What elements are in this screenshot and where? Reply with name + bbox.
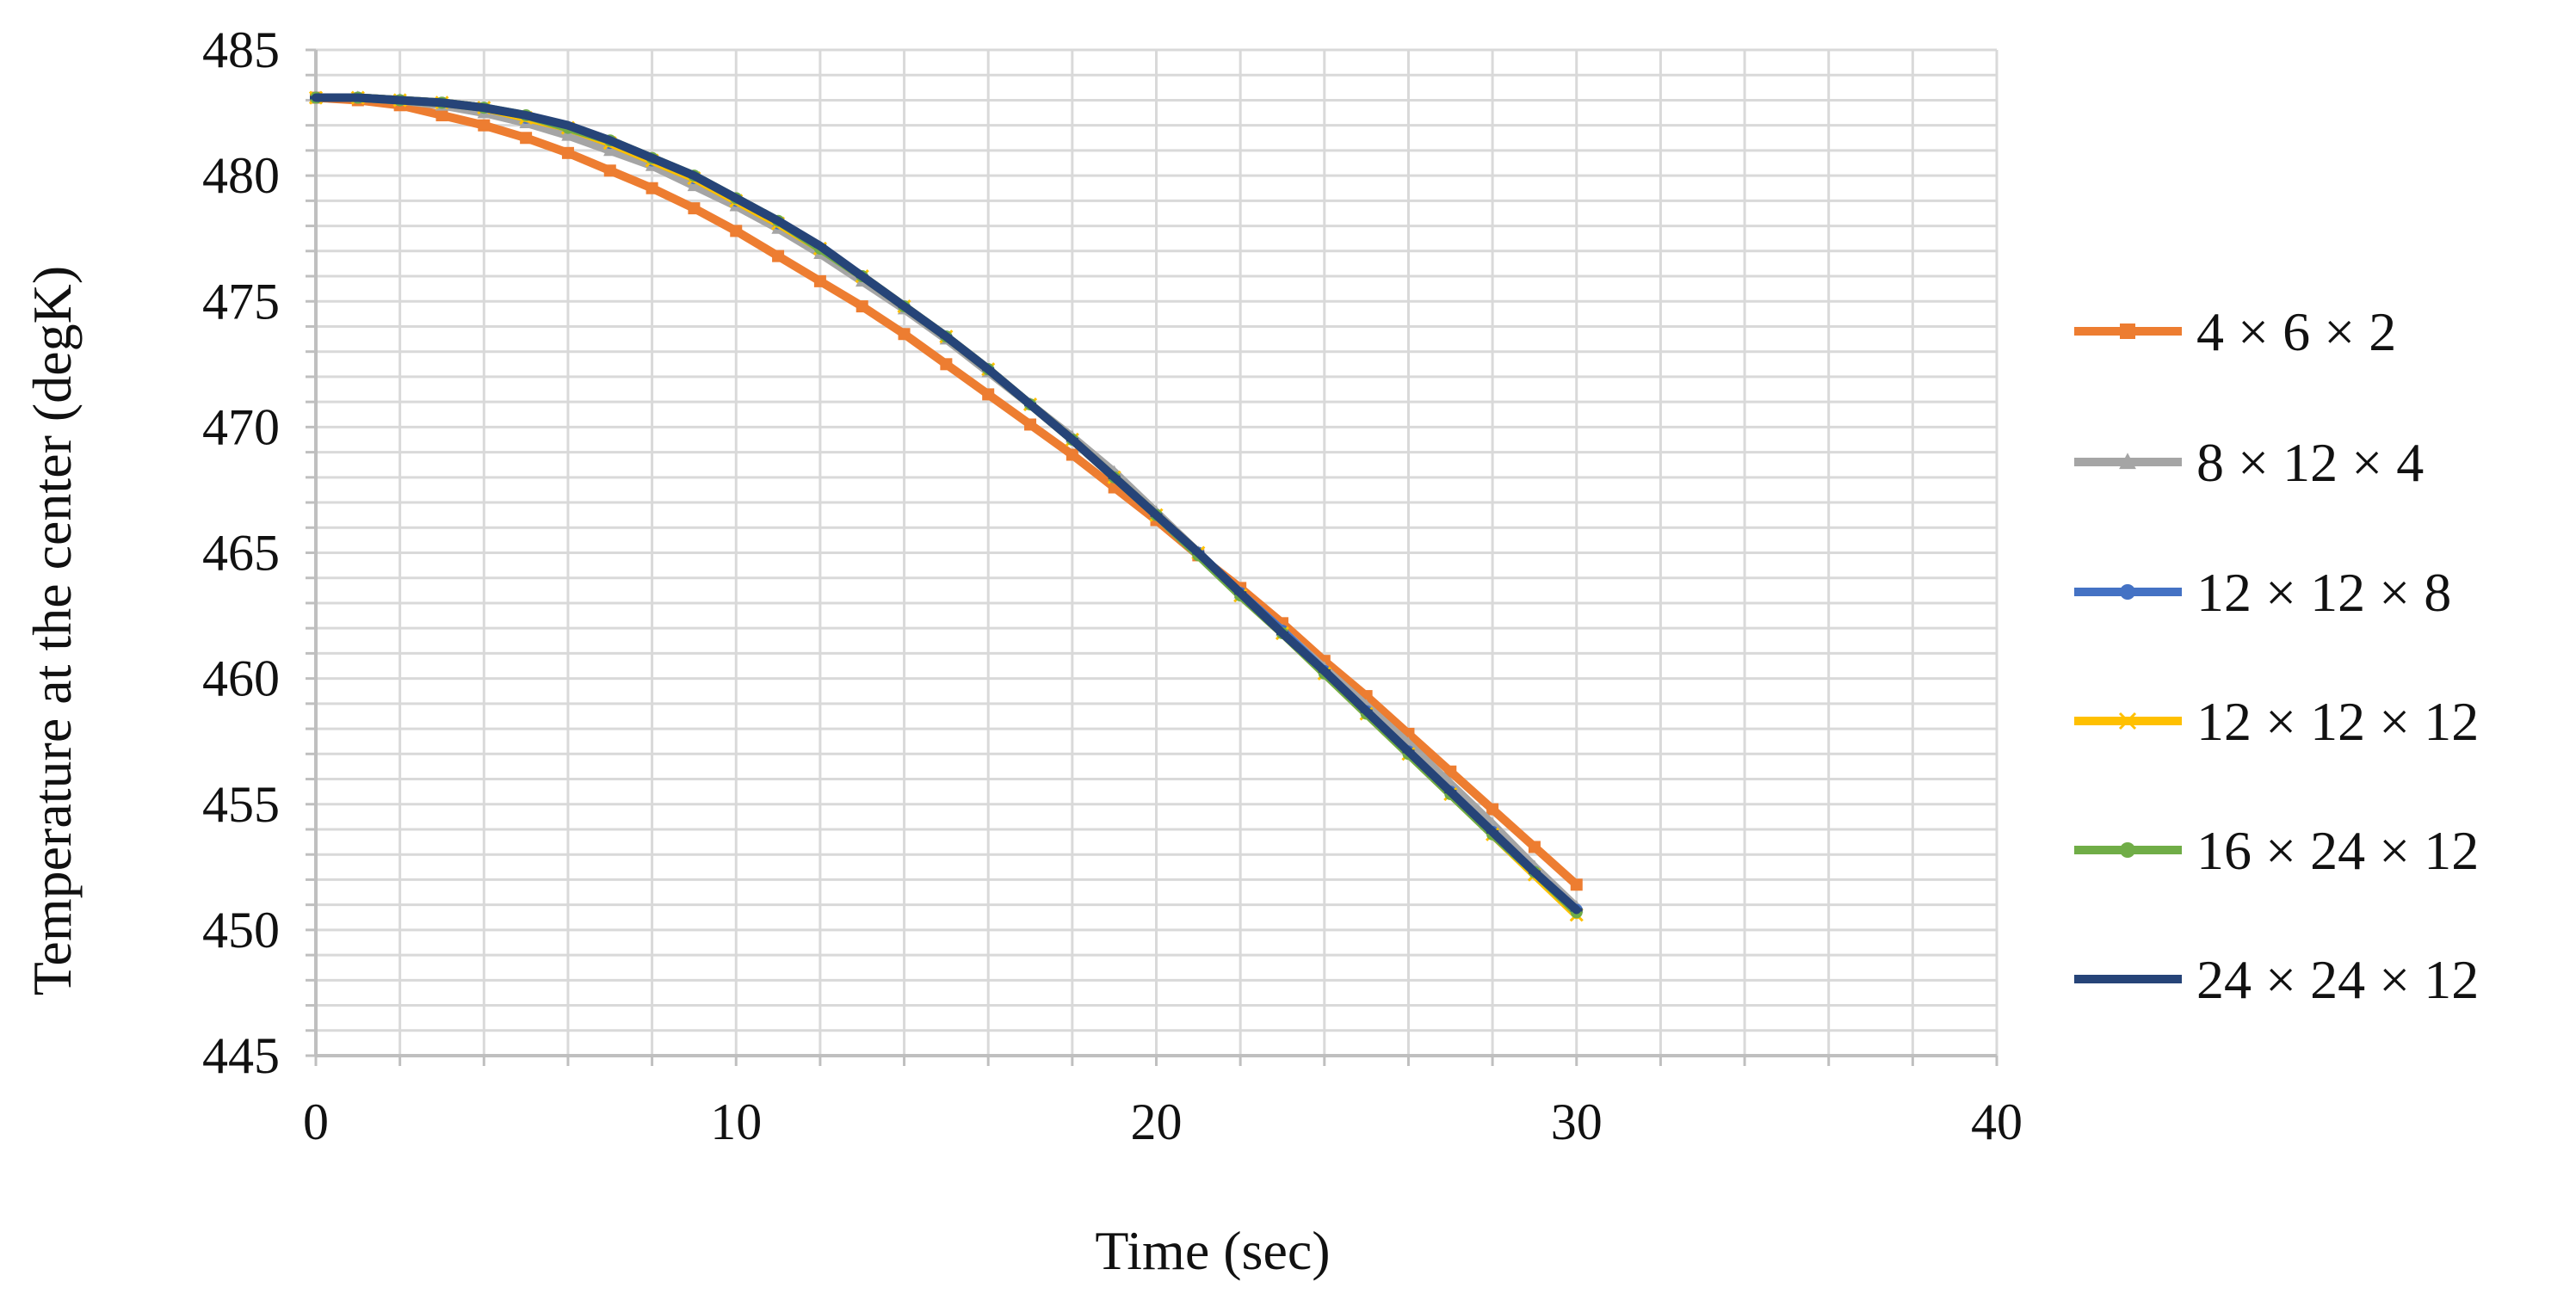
legend-label: 24 × 24 × 12 — [2196, 949, 2479, 1010]
data-point — [940, 358, 953, 371]
legend-label: 12 × 12 × 12 — [2196, 691, 2479, 752]
y-tick-label: 450 — [202, 902, 280, 958]
series-line — [312, 93, 1581, 917]
legend: 4 × 6 × 2 8 × 12 × 4 12 × 12 × 8 12 × 12 × … — [2074, 301, 2479, 1010]
x-axis-label: Time (sec) — [1095, 1220, 1330, 1281]
y-tick-label: 485 — [202, 22, 280, 78]
x-tick-label: 30 — [1551, 1094, 1603, 1150]
plot-area-series — [308, 90, 1584, 922]
axes — [306, 48, 1998, 1066]
legend-label: 4 × 6 × 2 — [2196, 301, 2396, 362]
data-point — [2120, 842, 2135, 858]
x-tick-label: 10 — [710, 1094, 762, 1150]
y-tick-label: 480 — [202, 147, 280, 204]
grid — [314, 48, 1998, 1057]
data-point — [561, 127, 575, 141]
data-point — [561, 146, 574, 159]
data-point — [1486, 803, 1499, 816]
legend-item: 16 × 24 × 12 — [2074, 820, 2479, 881]
y-axis-label: Temperature at the center (degK) — [22, 266, 83, 995]
legend-label: 8 × 12 × 4 — [2196, 432, 2424, 493]
data-point — [1024, 418, 1037, 431]
tick-labels: 0 10 20 30 40 445 450 455 460 465 470 475 480 485 — [202, 22, 2023, 1150]
series-group — [310, 91, 1583, 891]
data-point — [2118, 712, 2137, 730]
y-tick-label: 470 — [202, 398, 280, 455]
y-tick-label: 475 — [202, 273, 280, 330]
data-point — [1066, 448, 1078, 461]
data-point — [436, 108, 448, 121]
legend-label: 16 × 24 × 12 — [2196, 820, 2479, 881]
data-point — [688, 202, 701, 215]
x-tick-label: 0 — [303, 1094, 329, 1150]
legend-item: 24 × 24 × 12 — [2074, 949, 2479, 1010]
data-point — [1528, 841, 1541, 853]
data-point — [1444, 765, 1457, 778]
series-group — [310, 91, 1583, 919]
data-point — [898, 328, 911, 341]
y-tick-label: 460 — [202, 650, 280, 707]
legend-item: 12 × 12 × 12 — [2074, 691, 2479, 752]
data-point — [856, 300, 868, 313]
data-point — [603, 164, 616, 177]
data-point — [520, 132, 533, 145]
legend-item: 12 × 12 × 8 — [2074, 562, 2451, 623]
x-tick-label: 20 — [1131, 1094, 1183, 1150]
legend-item: 4 × 6 × 2 — [2074, 301, 2396, 362]
series-group — [310, 93, 1583, 915]
x-tick-label: 40 — [1971, 1094, 2023, 1150]
data-point — [2120, 323, 2135, 339]
legend-label: 12 × 12 × 8 — [2196, 562, 2451, 623]
y-tick-label: 465 — [202, 525, 280, 582]
data-point — [687, 178, 701, 192]
data-point — [982, 388, 995, 401]
series-group — [308, 90, 1584, 922]
series-line — [312, 93, 1581, 920]
data-point — [603, 143, 617, 157]
data-point — [730, 225, 743, 237]
legend-item: 8 × 12 × 4 — [2074, 432, 2424, 493]
y-tick-label: 445 — [202, 1027, 280, 1084]
data-point — [813, 274, 826, 287]
y-tick-label: 455 — [202, 776, 280, 833]
data-point — [772, 250, 785, 262]
data-point — [2120, 584, 2135, 600]
data-point — [1570, 878, 1583, 891]
data-point — [2119, 453, 2136, 470]
data-point — [646, 182, 658, 194]
data-point — [478, 119, 491, 132]
series-line — [312, 93, 1581, 890]
